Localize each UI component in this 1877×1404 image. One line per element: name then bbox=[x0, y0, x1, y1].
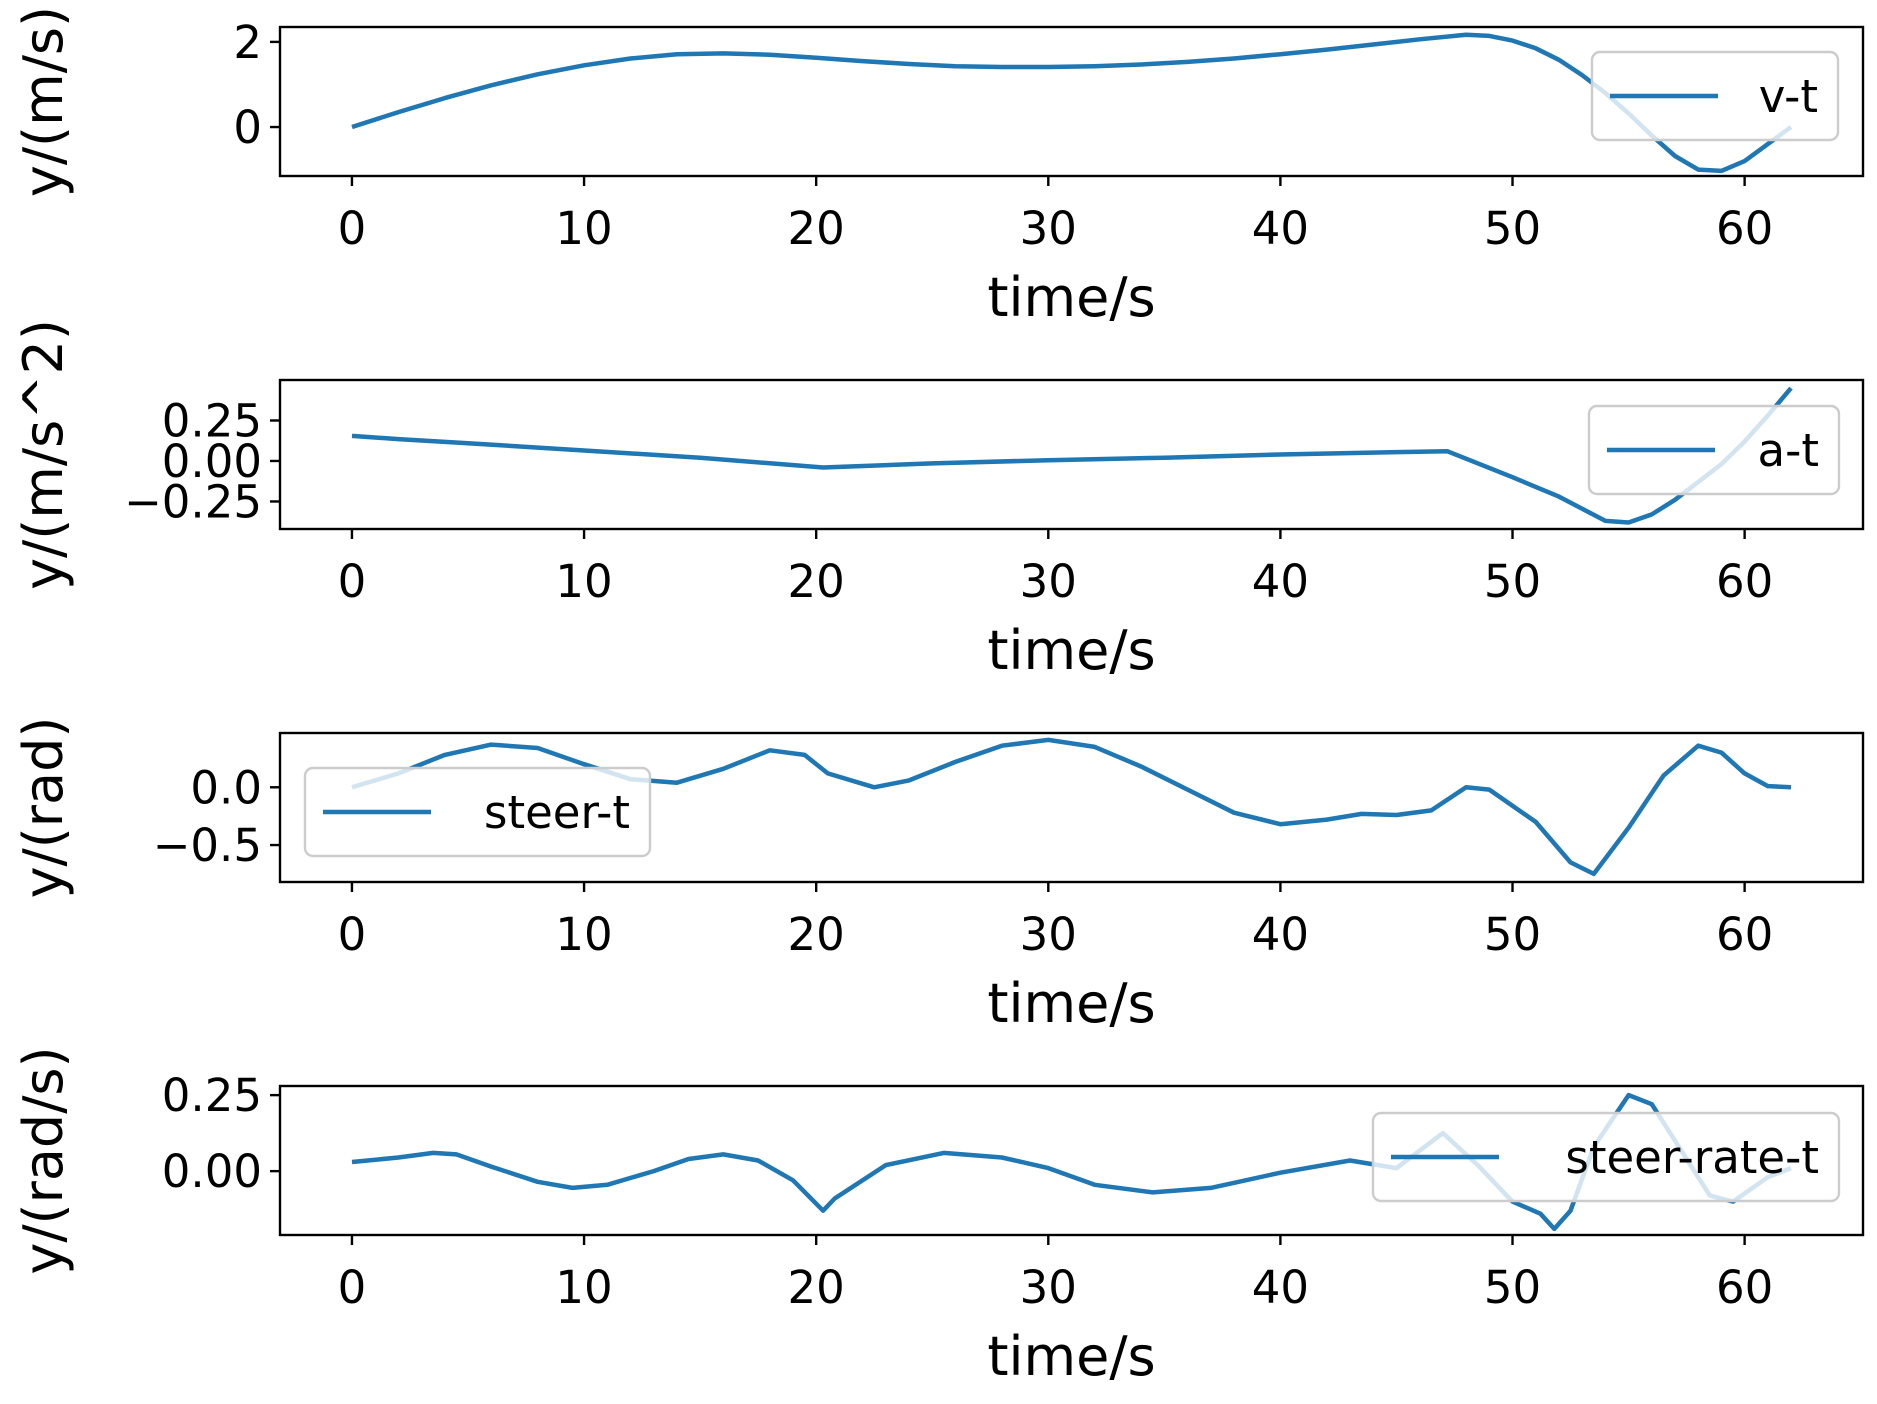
x-tick-label: 20 bbox=[788, 908, 845, 961]
legend: a-t bbox=[1587, 404, 1841, 496]
y-tick-label: 0.00 bbox=[162, 435, 262, 488]
x-tick-label: 30 bbox=[1020, 908, 1077, 961]
x-axis-label: time/s bbox=[987, 619, 1155, 682]
subplot-steer-rate: 0 10 20 30 40 50 60 0.25 0.00 time/s y/(rad/s) stee… bbox=[12, 1046, 1865, 1388]
x-tick-label: 0 bbox=[338, 1261, 367, 1314]
x-tick-label: 20 bbox=[788, 555, 845, 608]
x-tick-label: 50 bbox=[1484, 202, 1541, 255]
y-tick-label: 0.00 bbox=[162, 1145, 262, 1198]
y-tick-label: 0 bbox=[233, 101, 262, 154]
x-tick-label: 10 bbox=[555, 1261, 612, 1314]
x-tick-label: 30 bbox=[1020, 555, 1077, 608]
x-tick-label: 60 bbox=[1716, 1261, 1773, 1314]
subplot-acceleration: 0 10 20 30 40 50 60 0.250.00−0.25 time/s y/(m/s^2… bbox=[12, 319, 1865, 682]
x-axis-label: time/s bbox=[987, 266, 1155, 329]
axes-frame bbox=[278, 731, 1865, 884]
y-tick-label: −0.5 bbox=[153, 819, 262, 872]
y-tick-label: 0.25 bbox=[162, 1069, 262, 1122]
legend-label: steer-t bbox=[484, 786, 630, 839]
axes-frame bbox=[278, 1084, 1865, 1237]
x-tick-label: 0 bbox=[338, 555, 367, 608]
x-axis-label: time/s bbox=[987, 972, 1155, 1035]
x-tick-label: 10 bbox=[555, 555, 612, 608]
axes-frame bbox=[278, 378, 1865, 531]
x-axis-label: time/s bbox=[987, 1325, 1155, 1388]
legend: steer-rate-t bbox=[1371, 1111, 1841, 1203]
legend-label: steer-rate-t bbox=[1565, 1131, 1819, 1184]
x-tick-label: 50 bbox=[1484, 555, 1541, 608]
y-axis-label: y/(rad) bbox=[12, 717, 75, 899]
x-tick-label: 0 bbox=[338, 908, 367, 961]
y-tick-label: 0.0 bbox=[190, 761, 262, 814]
legend-label: v-t bbox=[1759, 70, 1818, 123]
subplot-velocity: 0 10 20 30 40 50 60 0 2 time/s y/(m/s) v-t bbox=[12, 6, 1865, 329]
x-tick-label: 10 bbox=[555, 202, 612, 255]
legend: v-t bbox=[1590, 50, 1840, 142]
x-tick-label: 50 bbox=[1484, 908, 1541, 961]
x-tick-label: 40 bbox=[1252, 202, 1309, 255]
x-tick-label: 30 bbox=[1020, 1261, 1077, 1314]
legend-box bbox=[1371, 1111, 1841, 1203]
legend-label: a-t bbox=[1758, 424, 1819, 477]
x-tick-label: 10 bbox=[555, 908, 612, 961]
legend: steer-t bbox=[303, 766, 652, 858]
y-axis-label: y/(m/s) bbox=[12, 6, 75, 197]
series-line-v-t bbox=[351, 32, 1793, 174]
y-axis-label: y/(m/s^2) bbox=[12, 319, 75, 590]
legend-box bbox=[303, 766, 652, 858]
x-tick-label: 0 bbox=[338, 202, 367, 255]
x-tick-label: 30 bbox=[1020, 202, 1077, 255]
x-tick-label: 60 bbox=[1716, 555, 1773, 608]
x-tick-label: 60 bbox=[1716, 908, 1773, 961]
y-tick-label: 2 bbox=[233, 16, 262, 69]
x-tick-label: 20 bbox=[788, 202, 845, 255]
x-tick-label: 40 bbox=[1252, 1261, 1309, 1314]
axes-frame bbox=[278, 25, 1865, 178]
y-tick-label: −0.25 bbox=[124, 475, 262, 528]
x-tick-label: 40 bbox=[1252, 555, 1309, 608]
series-line-a-t bbox=[351, 386, 1793, 525]
x-tick-label: 40 bbox=[1252, 908, 1309, 961]
subplot-steer: 0 10 20 30 40 50 60 0.0−0.5 time/s y/(rad) steer-t bbox=[12, 717, 1865, 1035]
x-tick-label: 20 bbox=[788, 1261, 845, 1314]
y-axis-label: y/(rad/s) bbox=[12, 1046, 75, 1274]
x-tick-label: 50 bbox=[1484, 1261, 1541, 1314]
x-tick-label: 60 bbox=[1716, 202, 1773, 255]
y-tick-label: 0.25 bbox=[162, 394, 262, 447]
